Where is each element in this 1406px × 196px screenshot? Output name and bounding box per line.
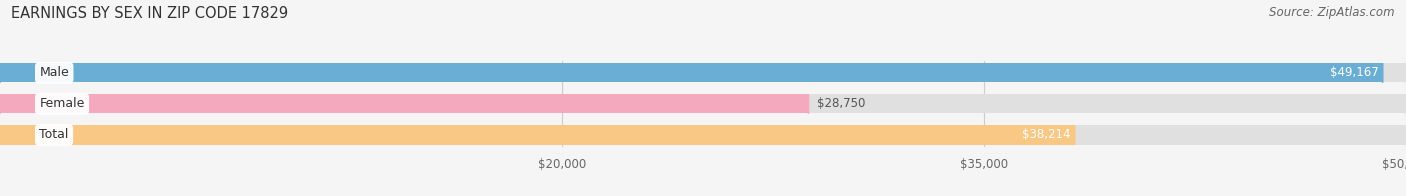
Text: $38,214: $38,214 <box>1022 128 1070 141</box>
Text: Total: Total <box>39 128 69 141</box>
Bar <box>0 94 808 113</box>
Text: Female: Female <box>39 97 84 110</box>
Bar <box>0 63 1406 83</box>
Text: Source: ZipAtlas.com: Source: ZipAtlas.com <box>1270 6 1395 19</box>
Text: $28,750: $28,750 <box>817 97 865 110</box>
Text: EARNINGS BY SEX IN ZIP CODE 17829: EARNINGS BY SEX IN ZIP CODE 17829 <box>11 6 288 21</box>
Bar <box>0 125 1406 144</box>
Text: $49,167: $49,167 <box>1330 66 1378 79</box>
Bar <box>0 94 1406 113</box>
Bar <box>0 125 1074 144</box>
Text: Male: Male <box>39 66 69 79</box>
Bar <box>0 63 1382 83</box>
